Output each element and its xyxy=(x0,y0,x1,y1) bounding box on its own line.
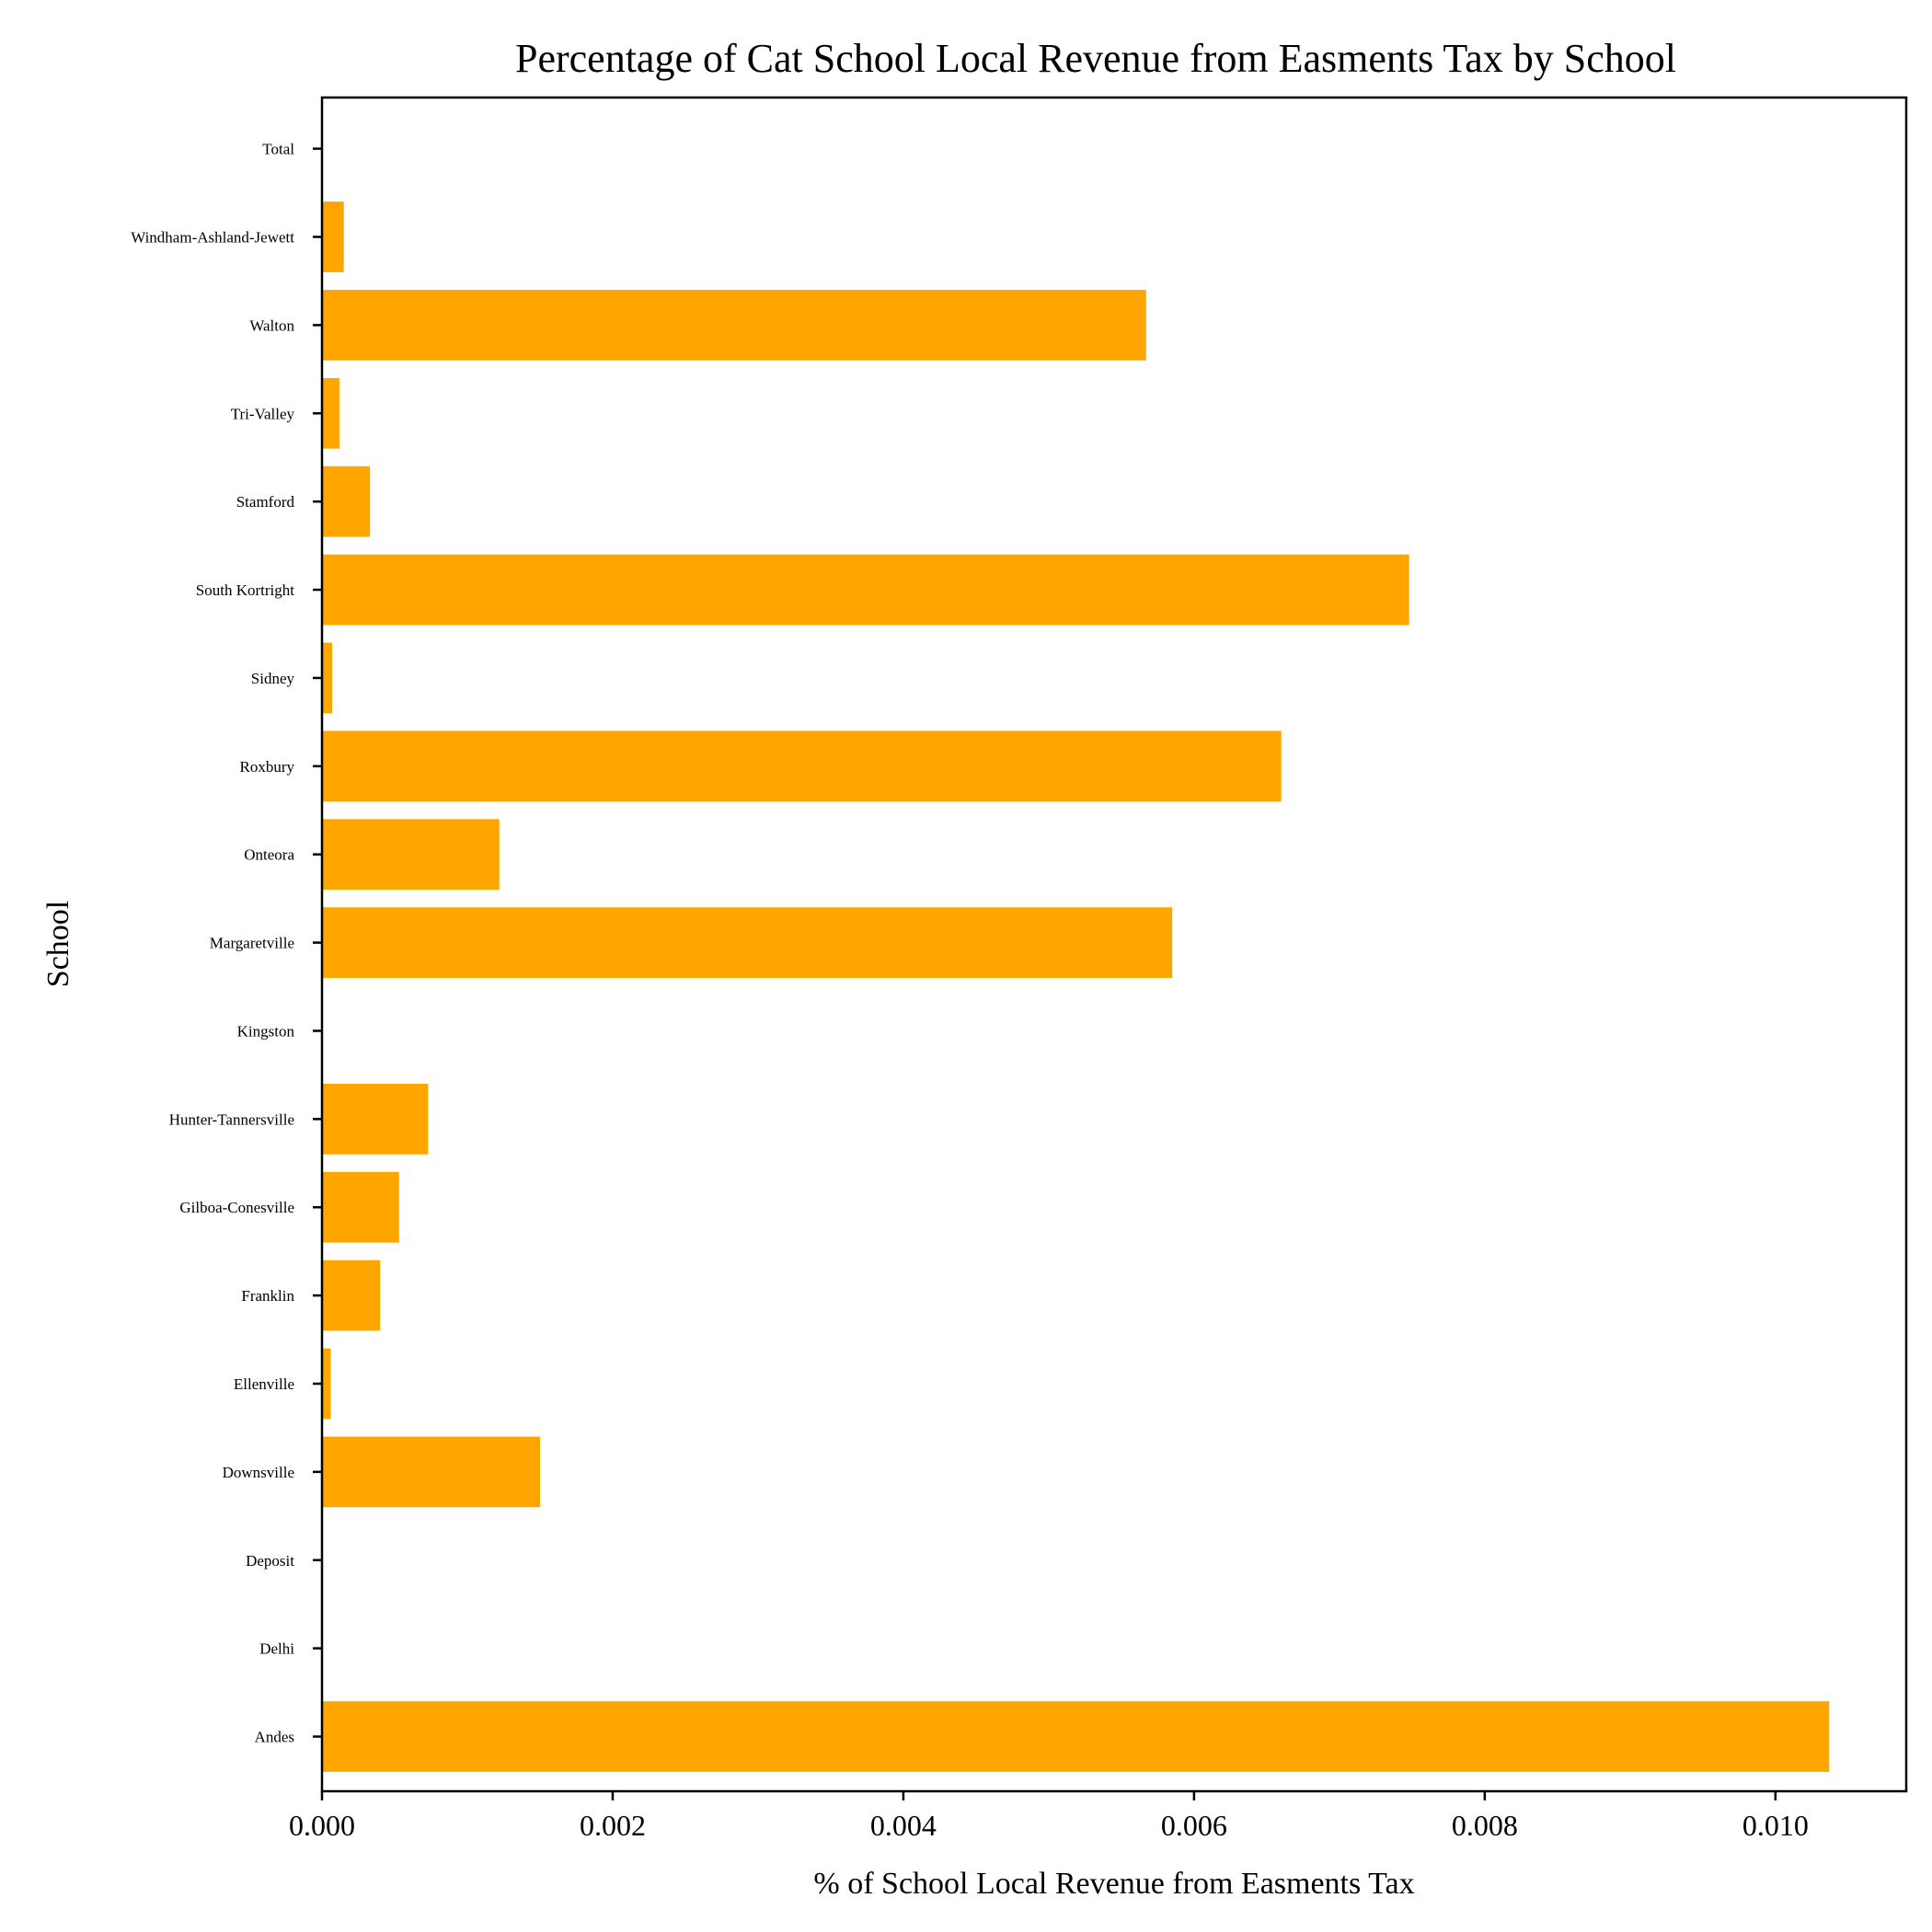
x-tick-label-1: 0.002 xyxy=(580,1809,646,1842)
y-tick-label-hunter-tannersville: Hunter-Tannersville xyxy=(169,1110,294,1128)
y-tick-label-gilboa-conesville: Gilboa-Conesville xyxy=(179,1199,294,1216)
chart-title: Percentage of Cat School Local Revenue f… xyxy=(515,36,1676,81)
y-tick-label-south-kortright: South Kortright xyxy=(196,581,294,599)
bar-hunter-tannersville xyxy=(322,1083,429,1155)
bar-andes xyxy=(322,1701,1830,1772)
bar-franklin xyxy=(322,1259,381,1331)
y-tick-label-stamford: Stamford xyxy=(236,493,295,511)
bar-gilboa-conesville xyxy=(322,1171,399,1243)
bar-tri-valley xyxy=(322,377,339,449)
bar-windham-ashland-jewett xyxy=(322,201,344,272)
y-axis: Andes Delhi Deposit Downsville Ellenville Fra… xyxy=(131,141,322,1746)
y-tick-label-roxbury: Roxbury xyxy=(240,758,295,776)
y-tick-label-sidney: Sidney xyxy=(251,670,295,687)
x-axis: 0.000 0.002 0.004 0.006 0.008 0.010 xyxy=(289,1791,1809,1842)
y-tick-label-ellenville: Ellenville xyxy=(234,1375,294,1393)
plot-frame xyxy=(320,96,1908,1793)
bars-group xyxy=(322,201,1830,1772)
y-tick-label-windham-ashland-jewett: Windham-Ashland-Jewett xyxy=(131,228,294,246)
x-tick-label-5: 0.010 xyxy=(1742,1809,1809,1842)
bar-walton xyxy=(322,290,1146,361)
y-tick-label-kingston: Kingston xyxy=(237,1022,295,1040)
bar-downsville xyxy=(322,1436,540,1508)
bar-ellenville xyxy=(322,1348,331,1420)
y-axis-label: School xyxy=(41,901,75,987)
y-tick-label-walton: Walton xyxy=(249,316,294,334)
x-axis-label: % of School Local Revenue from Easments … xyxy=(813,1867,1414,1901)
y-tick-label-franklin: Franklin xyxy=(241,1287,294,1305)
x-tick-label-0: 0.000 xyxy=(289,1809,355,1842)
bar-stamford xyxy=(322,466,371,537)
y-tick-label-tri-valley: Tri-Valley xyxy=(231,405,295,422)
y-tick-label-delhi: Delhi xyxy=(259,1640,294,1658)
y-tick-label-deposit: Deposit xyxy=(246,1552,294,1570)
y-tick-label-downsville: Downsville xyxy=(223,1464,294,1481)
x-tick-label-2: 0.004 xyxy=(870,1809,937,1842)
y-tick-label-andes: Andes xyxy=(255,1729,294,1746)
y-tick-label-margaretville: Margaretville xyxy=(210,935,294,952)
x-tick-label-4: 0.008 xyxy=(1452,1809,1518,1842)
bar-south-kortright xyxy=(322,554,1409,626)
bar-roxbury xyxy=(322,730,1282,802)
x-tick-label-3: 0.006 xyxy=(1161,1809,1227,1842)
bar-margaretville xyxy=(322,907,1173,978)
y-tick-label-total: Total xyxy=(262,141,294,158)
bar-sidney xyxy=(322,642,333,714)
bar-onteora xyxy=(322,819,500,891)
y-tick-label-onteora: Onteora xyxy=(244,846,294,864)
